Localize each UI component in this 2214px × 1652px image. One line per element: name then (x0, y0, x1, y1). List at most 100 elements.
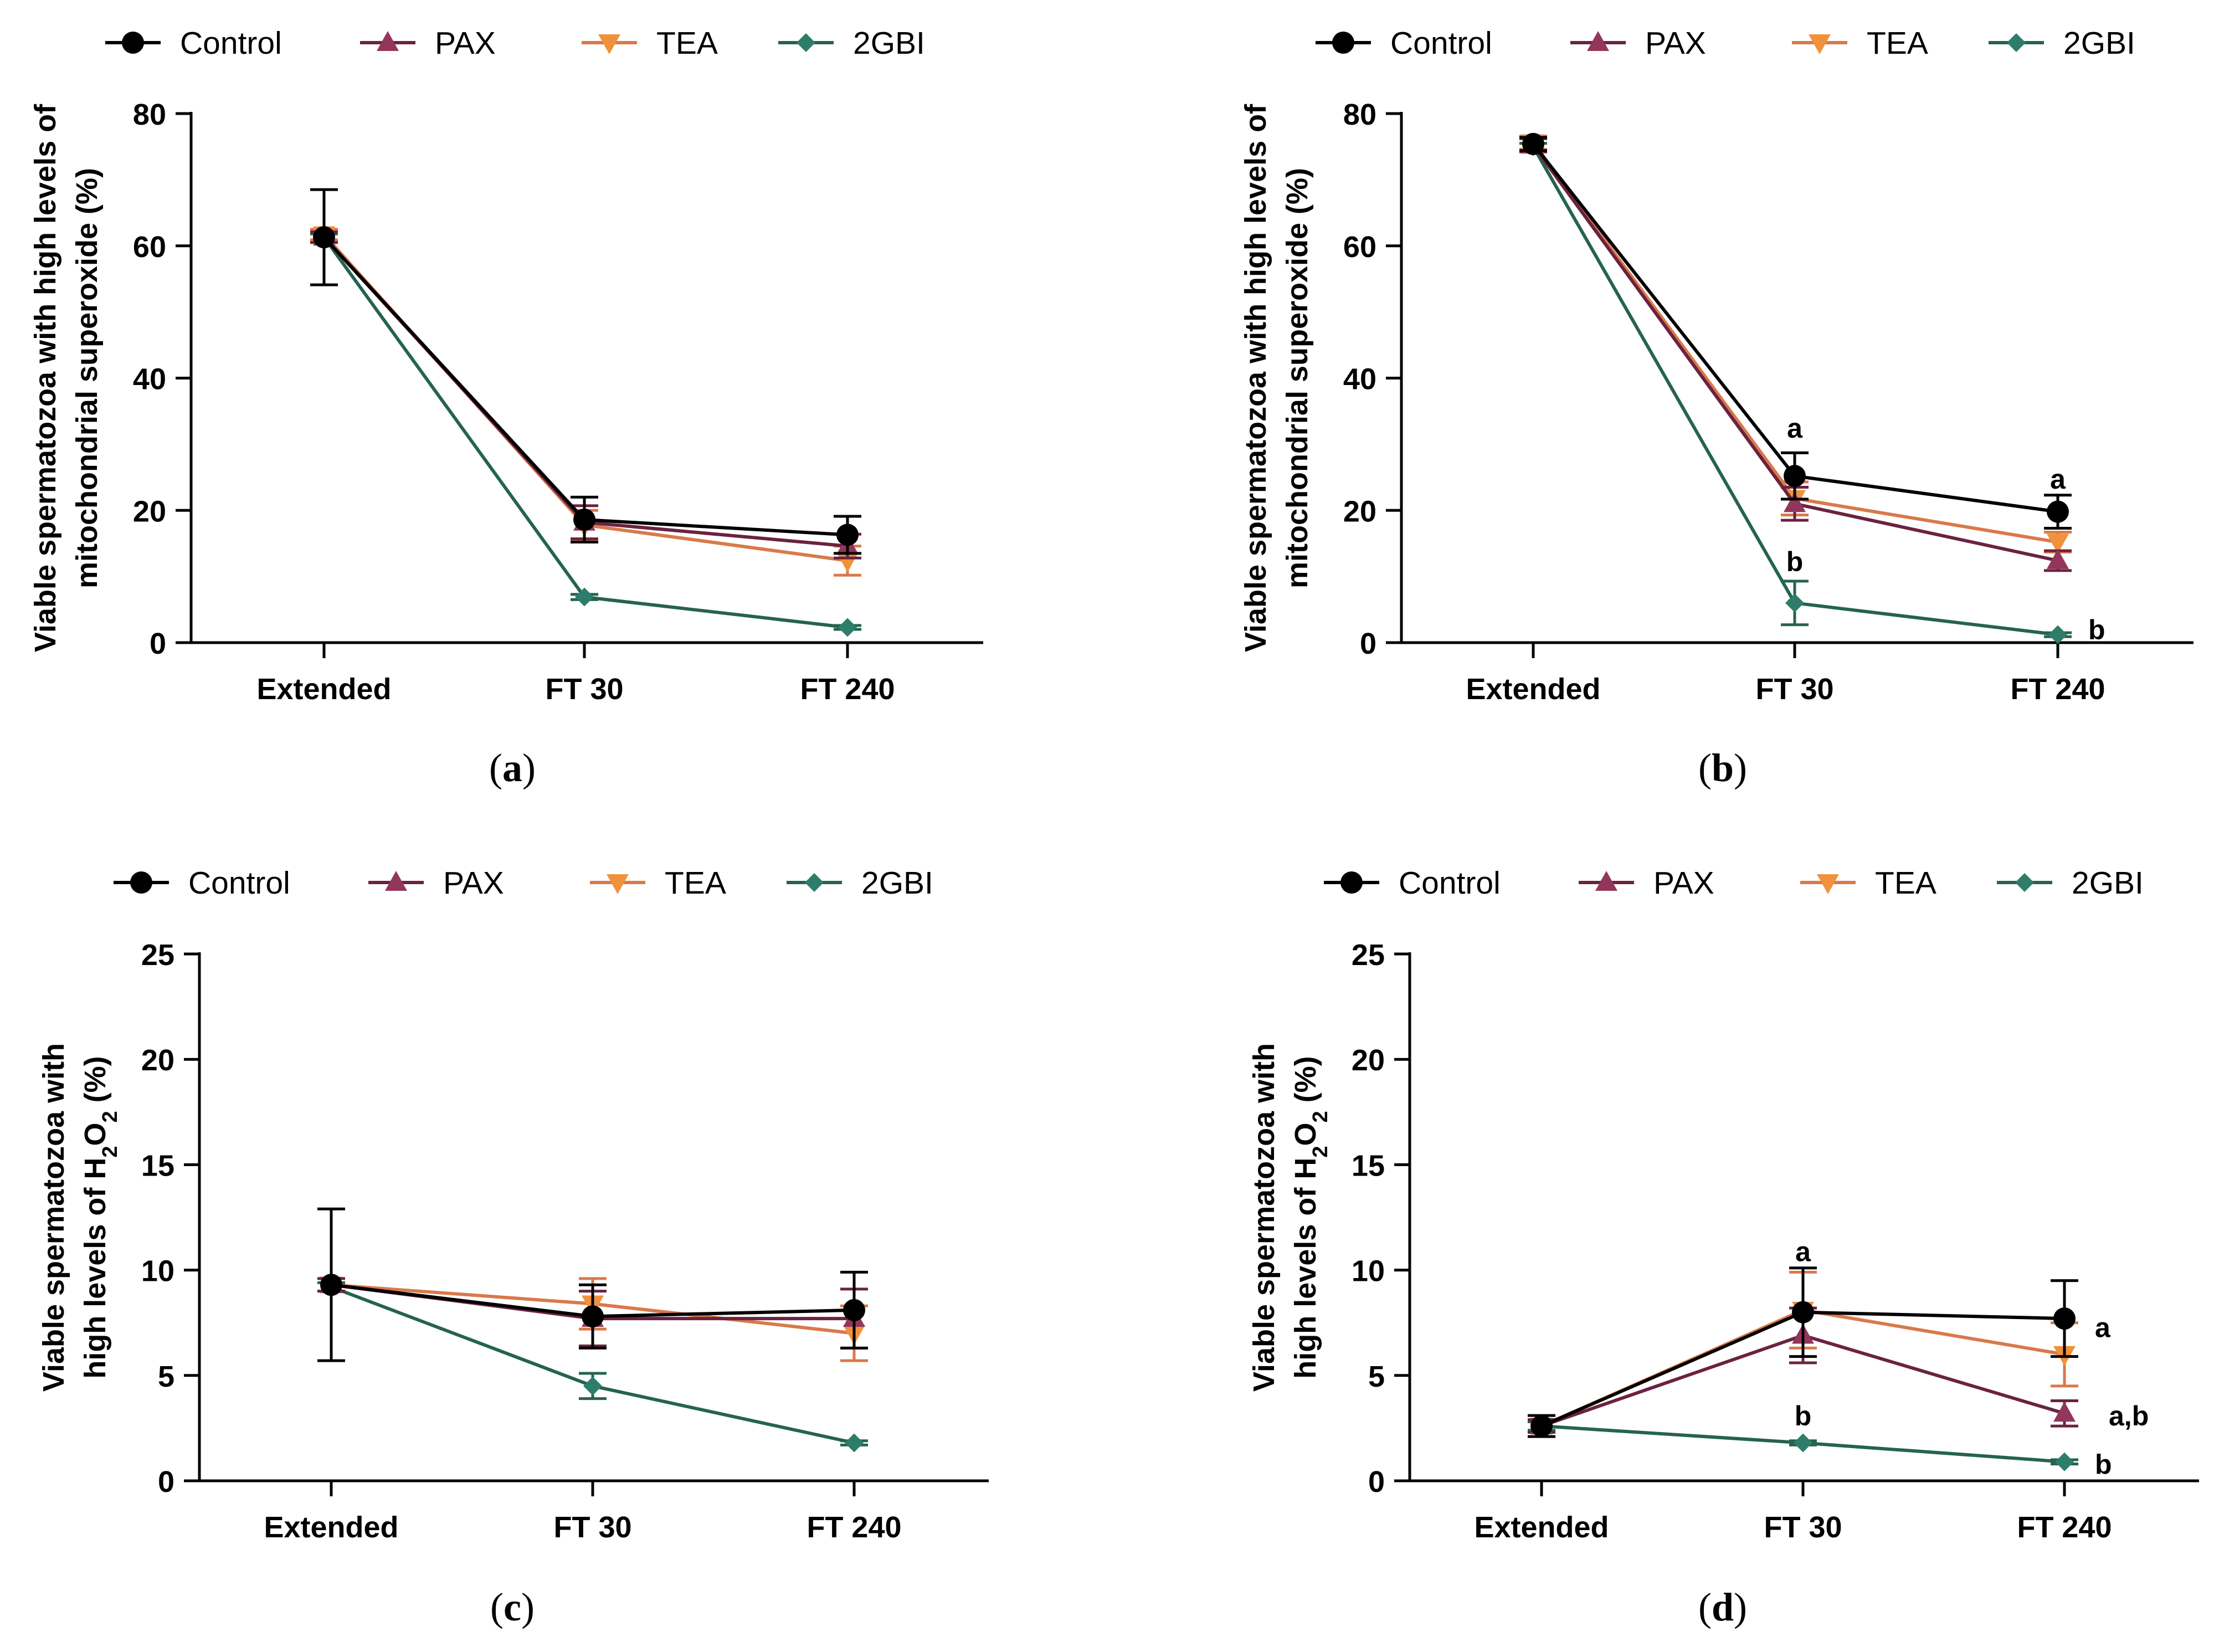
series-control (1528, 1266, 2078, 1438)
data-point (2048, 625, 2067, 644)
data-point (843, 1299, 865, 1321)
data-point (1785, 593, 1804, 613)
legend-item-tea: TEA (590, 865, 726, 901)
y-axis-label: mitochondrial superoxide (%) (1281, 168, 1314, 588)
significance-letter: a (1795, 1236, 1811, 1267)
data-point (1784, 492, 1806, 512)
significance-letter: b (2095, 1449, 2112, 1480)
legend-label: TEA (1875, 865, 1936, 901)
legend-item-tea: TEA (582, 25, 718, 61)
y-tick-label: 80 (133, 98, 166, 131)
y-tick-label: 60 (1343, 230, 1376, 264)
x-tick-label: FT 240 (800, 673, 895, 706)
legend-marker (805, 873, 824, 892)
y-tick-label: 10 (141, 1255, 174, 1288)
legend-label: PAX (1645, 25, 1706, 61)
legend-item-2gbi: 2GBI (1997, 865, 2144, 901)
data-point (2055, 1452, 2074, 1471)
legend-marker (122, 32, 144, 54)
y-axis-label: high levels of H2O2 (%) (1289, 1056, 1332, 1378)
x-tick-label: Extended (264, 1511, 398, 1544)
y-tick-label: 20 (1343, 495, 1376, 528)
y-axis-label: Viable spermatozoa with (1247, 1043, 1281, 1392)
data-point (1794, 1433, 1812, 1453)
data-point (1784, 465, 1806, 488)
chart-panel-a: Control PAX TEA 2GBI 0 20 40 60 80 Extended FT 30 F… (29, 25, 983, 790)
data-point (2047, 548, 2069, 569)
legend-label: PAX (1653, 865, 1714, 901)
x-tick-label: Extended (256, 673, 391, 706)
axes: 0 5 10 15 20 25 Extended FT 30 FT 240 (141, 938, 989, 1544)
series-control (317, 1207, 868, 1362)
x-tick-label: FT 30 (1755, 673, 1833, 706)
y-tick-label: 0 (150, 627, 166, 660)
legend: Control PAX TEA 2GBI (105, 25, 925, 61)
data-point (573, 508, 595, 531)
chart-panel-c: Control PAX TEA 2GBI 0 5 10 15 20 25 Extended FT 30… (37, 865, 989, 1629)
data-point (2047, 500, 2069, 523)
legend-label: TEA (656, 25, 718, 61)
y-tick-label: 10 (1352, 1255, 1385, 1288)
y-tick-label: 20 (133, 495, 166, 528)
legend-marker (377, 31, 399, 51)
data-point (836, 524, 859, 546)
legend-item-pax: PAX (1579, 865, 1714, 901)
data-point (582, 1305, 604, 1328)
panel-label: (c) (490, 1585, 535, 1629)
legend-item-tea: TEA (1800, 865, 1936, 901)
data-point (838, 618, 857, 637)
legend-item-pax: PAX (1570, 25, 1706, 61)
y-tick-label: 20 (141, 1044, 174, 1077)
x-tick-label: FT 30 (553, 1511, 631, 1544)
axes: 0 20 40 60 80 Extended FT 30 FT 240 (1343, 98, 2194, 706)
y-tick-label: 5 (158, 1360, 174, 1393)
series-2gbi (310, 228, 861, 637)
legend-label: Control (1390, 25, 1492, 61)
series-pax (1519, 134, 2072, 572)
y-tick-label: 25 (141, 938, 174, 972)
y-axis-label: Viable spermatozoa with high levels of (1239, 104, 1272, 652)
series-line (322, 236, 848, 629)
legend-marker (2007, 33, 2026, 52)
significance-letter: a (2050, 464, 2066, 495)
significance-letter: b (1786, 546, 1804, 577)
legend-marker (1809, 34, 1831, 54)
legend-label: Control (180, 25, 282, 61)
axes: 0 5 10 15 20 25 Extended FT 30 FT 240 (1352, 938, 2199, 1544)
legend-item-pax: PAX (360, 25, 496, 61)
y-tick-label: 5 (1368, 1360, 1385, 1393)
y-axis-label: Viable spermatozoa with (37, 1043, 70, 1392)
legend-item-control: Control (1324, 865, 1501, 901)
data-point (575, 587, 594, 607)
y-tick-label: 40 (133, 363, 166, 396)
data-point (583, 1376, 602, 1396)
legend-item-control: Control (105, 25, 282, 61)
legend-marker (1595, 871, 1617, 891)
series-control (1519, 132, 2072, 530)
x-tick-label: Extended (1474, 1511, 1609, 1544)
y-tick-label: 80 (1343, 98, 1376, 131)
y-axis-label: mitochondrial superoxide (%) (70, 168, 104, 588)
series-control (310, 188, 861, 555)
y-tick-label: 0 (1360, 627, 1376, 660)
legend-marker (1817, 874, 1839, 894)
axes: 0 20 40 60 80 Extended FT 30 FT 240 (133, 98, 983, 706)
data-point (2047, 533, 2069, 554)
panel-label: (d) (1698, 1585, 1747, 1629)
legend-label: 2GBI (861, 865, 933, 901)
x-tick-label: FT 30 (545, 673, 623, 706)
legend-label: Control (188, 865, 290, 901)
data-point (1522, 132, 1544, 155)
y-tick-label: 15 (1352, 1149, 1385, 1182)
legend-marker (1340, 871, 1363, 894)
legend-item-2gbi: 2GBI (787, 865, 933, 901)
legend-marker (130, 871, 152, 894)
y-tick-label: 15 (141, 1149, 174, 1182)
legend-label: TEA (665, 865, 726, 901)
series-line (322, 236, 848, 537)
legend-item-tea: TEA (1792, 25, 1928, 61)
x-tick-label: FT 240 (2017, 1511, 2112, 1544)
data-point (845, 1433, 864, 1453)
panel-label: (b) (1698, 746, 1747, 790)
